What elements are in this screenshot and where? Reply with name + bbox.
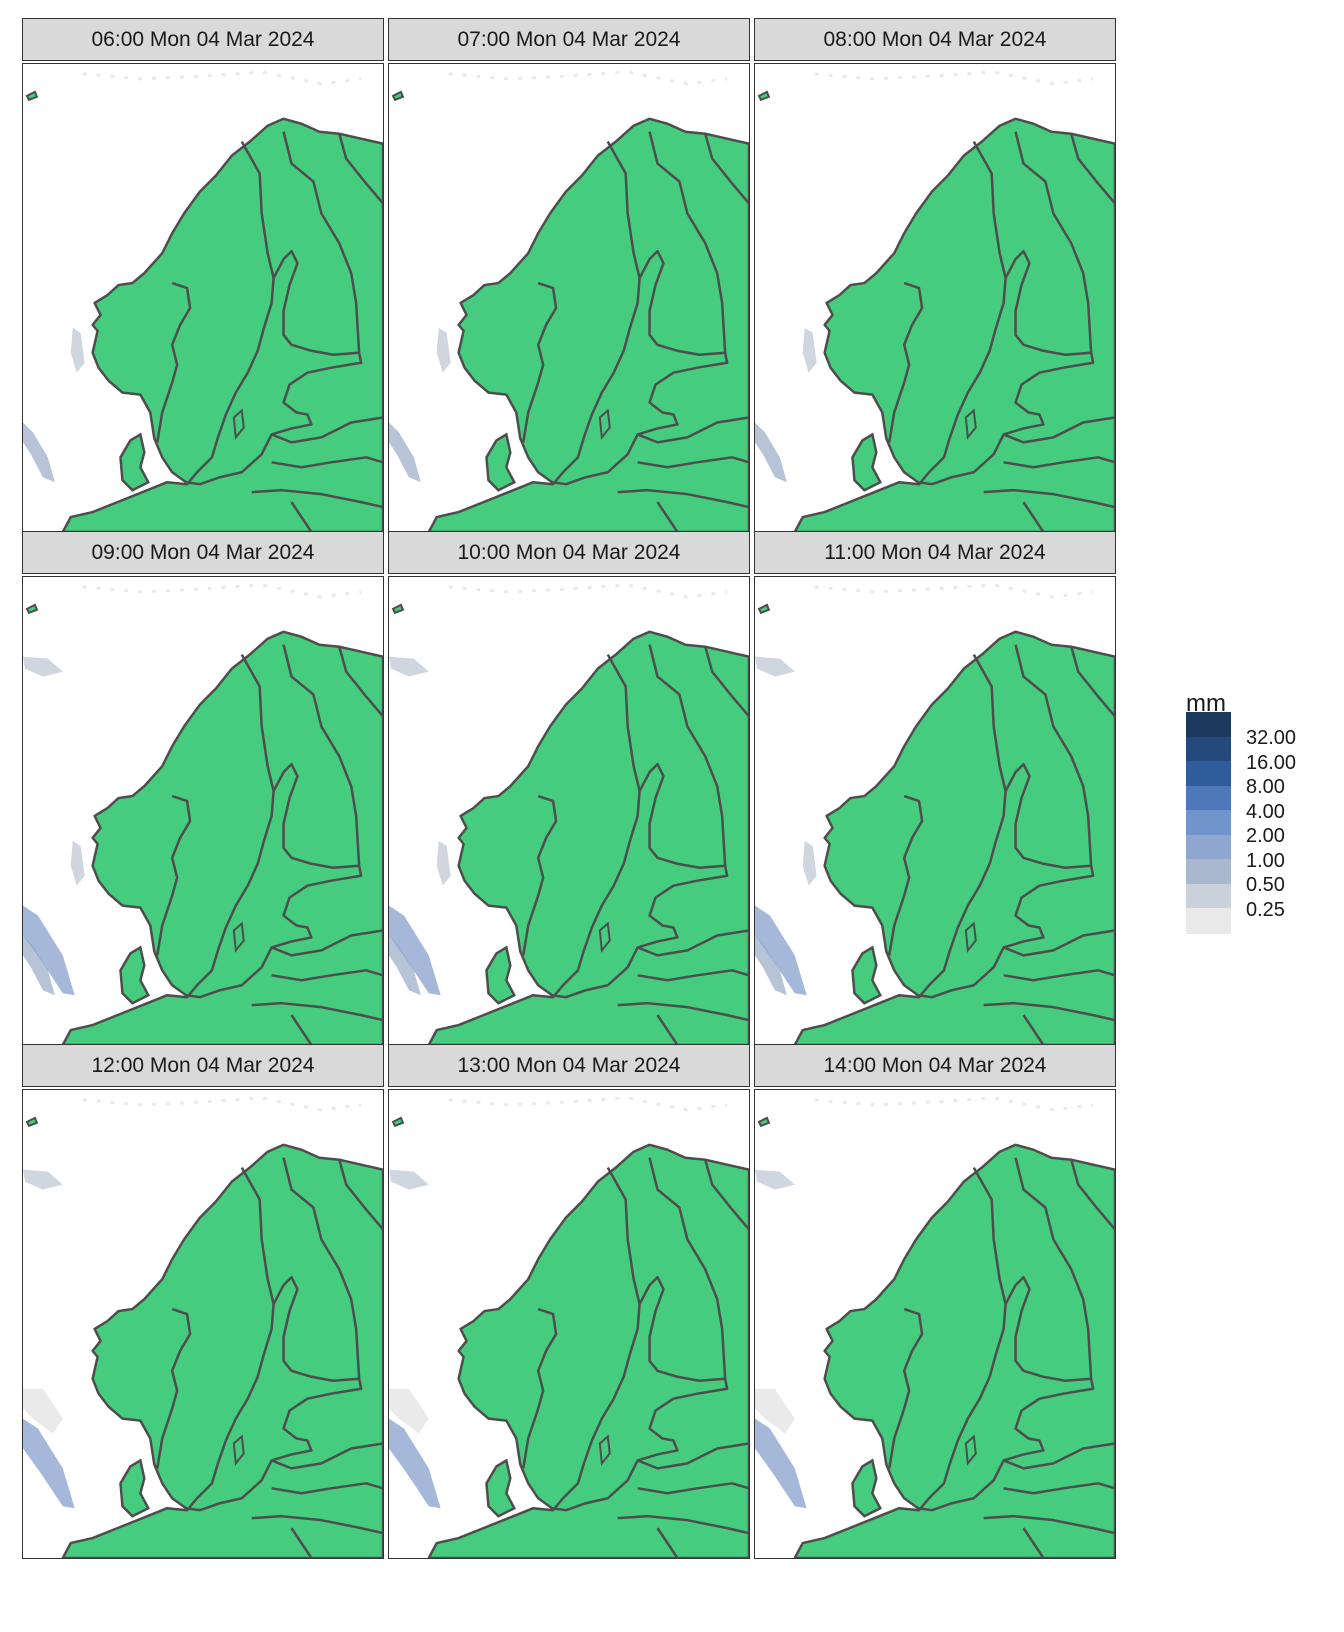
gotland-island — [964, 1434, 977, 1466]
small-islands — [391, 603, 405, 615]
map-panel: 08:00 Mon 04 Mar 2024 — [754, 18, 1116, 533]
panel-title: 13:00 Mon 04 Mar 2024 — [388, 1044, 750, 1087]
land-layer — [25, 603, 383, 1045]
map-panel: 10:00 Mon 04 Mar 2024 — [388, 531, 750, 1046]
map-panel: 13:00 Mon 04 Mar 2024 — [388, 1044, 750, 1559]
small-islands — [391, 90, 405, 102]
legend-swatch — [1186, 736, 1231, 762]
country-borders — [888, 131, 1115, 532]
scandinavia-land — [61, 1143, 383, 1558]
precipitation-map — [22, 1089, 384, 1559]
legend-swatch — [1186, 883, 1231, 909]
map-panel: 09:00 Mon 04 Mar 2024 — [22, 531, 384, 1046]
land-layer — [757, 603, 1115, 1045]
denmark-land — [851, 432, 883, 492]
legend-swatch — [1186, 712, 1231, 738]
country-borders — [888, 644, 1115, 1045]
country-borders — [156, 131, 383, 532]
scandinavia-land — [793, 630, 1115, 1045]
denmark-land — [485, 432, 517, 492]
gotland-island — [232, 1434, 245, 1466]
denmark-land — [485, 1458, 517, 1518]
precipitation-map — [754, 63, 1116, 533]
legend-swatch — [1186, 810, 1231, 836]
legend-swatch — [1186, 761, 1231, 787]
scandinavia-land — [61, 117, 383, 532]
legend-label: 32.00 — [1246, 727, 1297, 749]
panel-title: 12:00 Mon 04 Mar 2024 — [22, 1044, 384, 1087]
map-panel: 11:00 Mon 04 Mar 2024 — [754, 531, 1116, 1046]
small-islands — [391, 1116, 405, 1128]
panel-title: 06:00 Mon 04 Mar 2024 — [22, 18, 384, 61]
denmark-land — [119, 432, 151, 492]
country-borders — [522, 644, 749, 1045]
legend-label: 8.00 — [1246, 776, 1285, 798]
denmark-land — [485, 945, 517, 1005]
legend-swatch — [1186, 908, 1231, 934]
country-borders — [522, 131, 749, 532]
land-layer — [25, 1116, 383, 1558]
map-panel: 07:00 Mon 04 Mar 2024 — [388, 18, 750, 533]
small-islands — [25, 603, 39, 615]
small-islands — [25, 1116, 39, 1128]
precipitation-map — [754, 576, 1116, 1046]
country-borders — [156, 1157, 383, 1558]
gotland-island — [964, 921, 977, 953]
land-layer — [757, 90, 1115, 532]
denmark-land — [851, 945, 883, 1005]
map-panel: 12:00 Mon 04 Mar 2024 — [22, 1044, 384, 1559]
precipitation-map — [388, 1089, 750, 1559]
panel-title: 14:00 Mon 04 Mar 2024 — [754, 1044, 1116, 1087]
panel-title: 11:00 Mon 04 Mar 2024 — [754, 531, 1116, 574]
legend-label: 4.00 — [1246, 800, 1285, 823]
gotland-island — [964, 408, 977, 440]
panel-title: 10:00 Mon 04 Mar 2024 — [388, 531, 750, 574]
scandinavia-land — [61, 630, 383, 1045]
denmark-land — [119, 945, 151, 1005]
scandinavia-land — [427, 1143, 749, 1558]
precipitation-map — [754, 1089, 1116, 1559]
legend-swatch — [1186, 859, 1231, 885]
scandinavia-land — [427, 117, 749, 532]
land-layer — [391, 90, 749, 532]
legend-swatch — [1186, 834, 1231, 860]
panel-title: 09:00 Mon 04 Mar 2024 — [22, 531, 384, 574]
precipitation-map — [22, 63, 384, 533]
legend-swatch — [1186, 785, 1231, 811]
gotland-island — [232, 408, 245, 440]
land-layer — [391, 603, 749, 1045]
precipitation-map — [388, 576, 750, 1046]
panel-title: 08:00 Mon 04 Mar 2024 — [754, 18, 1116, 61]
map-panel: 14:00 Mon 04 Mar 2024 — [754, 1044, 1116, 1559]
land-layer — [757, 1116, 1115, 1558]
legend-label: 0.25 — [1246, 898, 1285, 921]
small-islands — [757, 603, 771, 615]
precipitation-map — [22, 576, 384, 1046]
gotland-island — [598, 921, 611, 953]
legend-label: 16.00 — [1246, 751, 1297, 774]
country-borders — [522, 1157, 749, 1558]
denmark-land — [119, 1458, 151, 1518]
small-islands — [757, 1116, 771, 1128]
country-borders — [156, 644, 383, 1045]
gotland-island — [598, 1434, 611, 1466]
legend: mm 32.00 16.00 8.00 4.00 2.00 1.00 0.50 0.25 — [1186, 690, 1326, 970]
map-panel: 06:00 Mon 04 Mar 2024 — [22, 18, 384, 533]
gotland-island — [232, 921, 245, 953]
panel-title: 07:00 Mon 04 Mar 2024 — [388, 18, 750, 61]
scandinavia-land — [793, 117, 1115, 532]
country-borders — [888, 1157, 1115, 1558]
denmark-land — [851, 1458, 883, 1518]
legend-label: 1.00 — [1246, 849, 1285, 872]
scandinavia-land — [427, 630, 749, 1045]
small-islands — [25, 90, 39, 102]
land-layer — [25, 90, 383, 532]
small-islands — [757, 90, 771, 102]
gotland-island — [598, 408, 611, 440]
legend-label: 2.00 — [1246, 825, 1285, 847]
land-layer — [391, 1116, 749, 1558]
precipitation-map — [388, 63, 750, 533]
scandinavia-land — [793, 1143, 1115, 1558]
legend-label: 0.50 — [1246, 874, 1285, 896]
